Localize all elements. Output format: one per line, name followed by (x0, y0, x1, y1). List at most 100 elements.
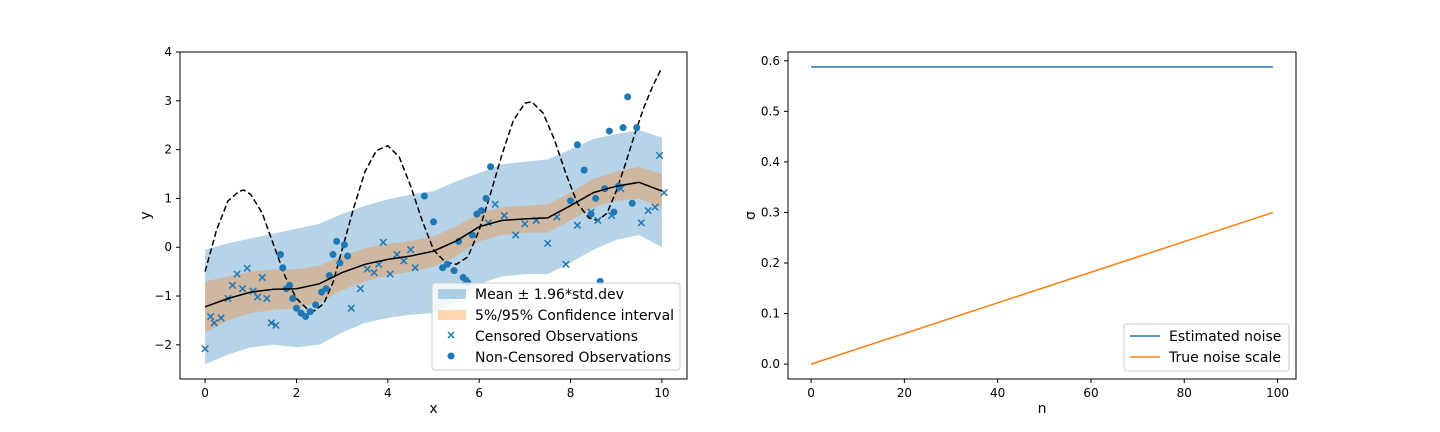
right-x-tick-label: 80 (1177, 386, 1192, 400)
left-plot-area (201, 67, 668, 365)
censored-point (201, 345, 209, 353)
noncensored-point (286, 281, 294, 289)
censored-point (386, 270, 394, 278)
left-x-tick-label: 10 (654, 386, 669, 400)
right-x-tick-label: 20 (897, 386, 912, 400)
right-y-tick-label: 0.3 (761, 205, 780, 219)
censored-point (400, 257, 408, 265)
left-axes-frame (179, 51, 688, 380)
left-x-tick-label: 6 (475, 386, 483, 400)
censored-point (238, 284, 247, 293)
right-legend: Estimated noise True noise scale (1123, 323, 1290, 372)
true-function-line (204, 67, 663, 312)
legend-marker-noncensored (447, 352, 455, 360)
left-x-tick-label: 2 (293, 386, 301, 400)
noncensored-point (455, 237, 463, 245)
right-y-axis-label: σ (743, 211, 759, 220)
censored-point (511, 231, 520, 239)
noncensored-point (619, 124, 627, 132)
noncensored-point (482, 194, 490, 202)
censored-point (206, 312, 215, 321)
censored-point (233, 270, 241, 278)
noncensored-point (610, 208, 618, 216)
noncensored-point (587, 210, 595, 218)
noncensored-point (279, 264, 287, 272)
noncensored-point (430, 218, 437, 226)
left-y-axis-label: y (138, 211, 154, 219)
censored-point (521, 220, 529, 228)
left-y-tick-label: 1 (164, 191, 172, 205)
left-x-axis-label: x (429, 401, 437, 417)
censored-point (258, 273, 266, 282)
legend-swatch-mean-band (438, 289, 466, 299)
censored-point (594, 216, 602, 225)
left-x-tick-label: 0 (201, 386, 209, 400)
right-x-tick-label: 40 (990, 386, 1005, 400)
right-y-tick-label: 0.4 (761, 155, 780, 169)
noncensored-point (340, 241, 348, 249)
censored-point (543, 239, 552, 248)
right-y-tick-label: 0.1 (761, 307, 780, 321)
censored-point (655, 151, 664, 160)
left-ticks: 0 2 4 6 8 10 −2 −1 0 1 2 3 4 (154, 45, 669, 400)
censored-point (500, 211, 509, 220)
noncensored-point (289, 294, 297, 302)
censored-point (393, 250, 401, 259)
noncensored-point (322, 285, 330, 293)
noncensored-point (633, 124, 641, 132)
legend-label-mean-band: Mean ± 1.96*std.dev (475, 287, 624, 303)
noncensored-point (336, 259, 344, 267)
noncensored-point (292, 304, 300, 312)
noncensored-point (312, 301, 320, 309)
left-legend: Mean ± 1.96*std.dev 5%/95% Confidence in… (431, 282, 681, 371)
left-chart: 0 2 4 6 8 10 −2 −1 0 1 2 3 4 x y Mean ± 1.96*std.dev… (138, 45, 688, 417)
left-y-tick-label: −2 (154, 338, 172, 352)
noncensored-point (605, 127, 613, 135)
right-ticks: 0 20 40 60 80 100 0.0 0.1 0.2 0.3 0.4 0.5 0.6 (761, 54, 1289, 400)
censored-point (272, 321, 280, 330)
noncensored-point (302, 313, 310, 321)
censored-point (491, 200, 499, 209)
censored-point (228, 281, 237, 290)
left-x-tick-label: 4 (384, 386, 392, 400)
noncensored-point (573, 141, 581, 149)
legend-label-noncensored: Non-Censored Observations (475, 350, 671, 366)
legend-label-true-noise: True noise scale (1168, 350, 1281, 366)
censored-point (267, 319, 276, 327)
left-y-tick-label: 2 (164, 143, 172, 157)
right-x-tick-label: 60 (1083, 386, 1098, 400)
censored-point (562, 260, 570, 269)
right-y-tick-label: 0.6 (761, 54, 780, 68)
right-x-axis-label: n (1038, 401, 1047, 417)
noncensored-point (580, 166, 588, 174)
censored-point (573, 221, 582, 229)
legend-marker-censored (447, 331, 455, 339)
left-legend-frame (431, 282, 681, 371)
noncensored-point (468, 231, 476, 239)
left-x-tick-label: 8 (567, 386, 575, 400)
left-y-tick-label: 4 (164, 45, 172, 59)
censored-point (347, 304, 356, 312)
noncensored-point (628, 199, 636, 207)
noncensored-point (443, 260, 451, 268)
noncensored-point (624, 93, 632, 101)
noncensored-point (487, 163, 495, 171)
noncensored-point (333, 237, 341, 245)
censored-point (253, 293, 262, 301)
noncensored-point (477, 207, 485, 215)
left-y-tick-label: 3 (164, 94, 172, 108)
noncensored-point (306, 308, 314, 316)
censored-point (370, 268, 378, 277)
right-y-tick-label: 0.0 (761, 357, 780, 371)
legend-swatch-confidence-interval (438, 310, 466, 320)
mean-std-band (205, 130, 662, 365)
censored-point (210, 319, 218, 327)
right-legend-frame (1123, 323, 1290, 372)
left-y-tick-label: −1 (154, 289, 172, 303)
noncensored-point (276, 251, 284, 259)
right-y-tick-label: 0.5 (761, 104, 780, 118)
right-plot-area (810, 66, 1274, 365)
mean-line (204, 181, 663, 308)
right-chart: 0 20 40 60 80 100 0.0 0.1 0.2 0.3 0.4 0.5 0.6 n σ Es… (743, 51, 1297, 417)
